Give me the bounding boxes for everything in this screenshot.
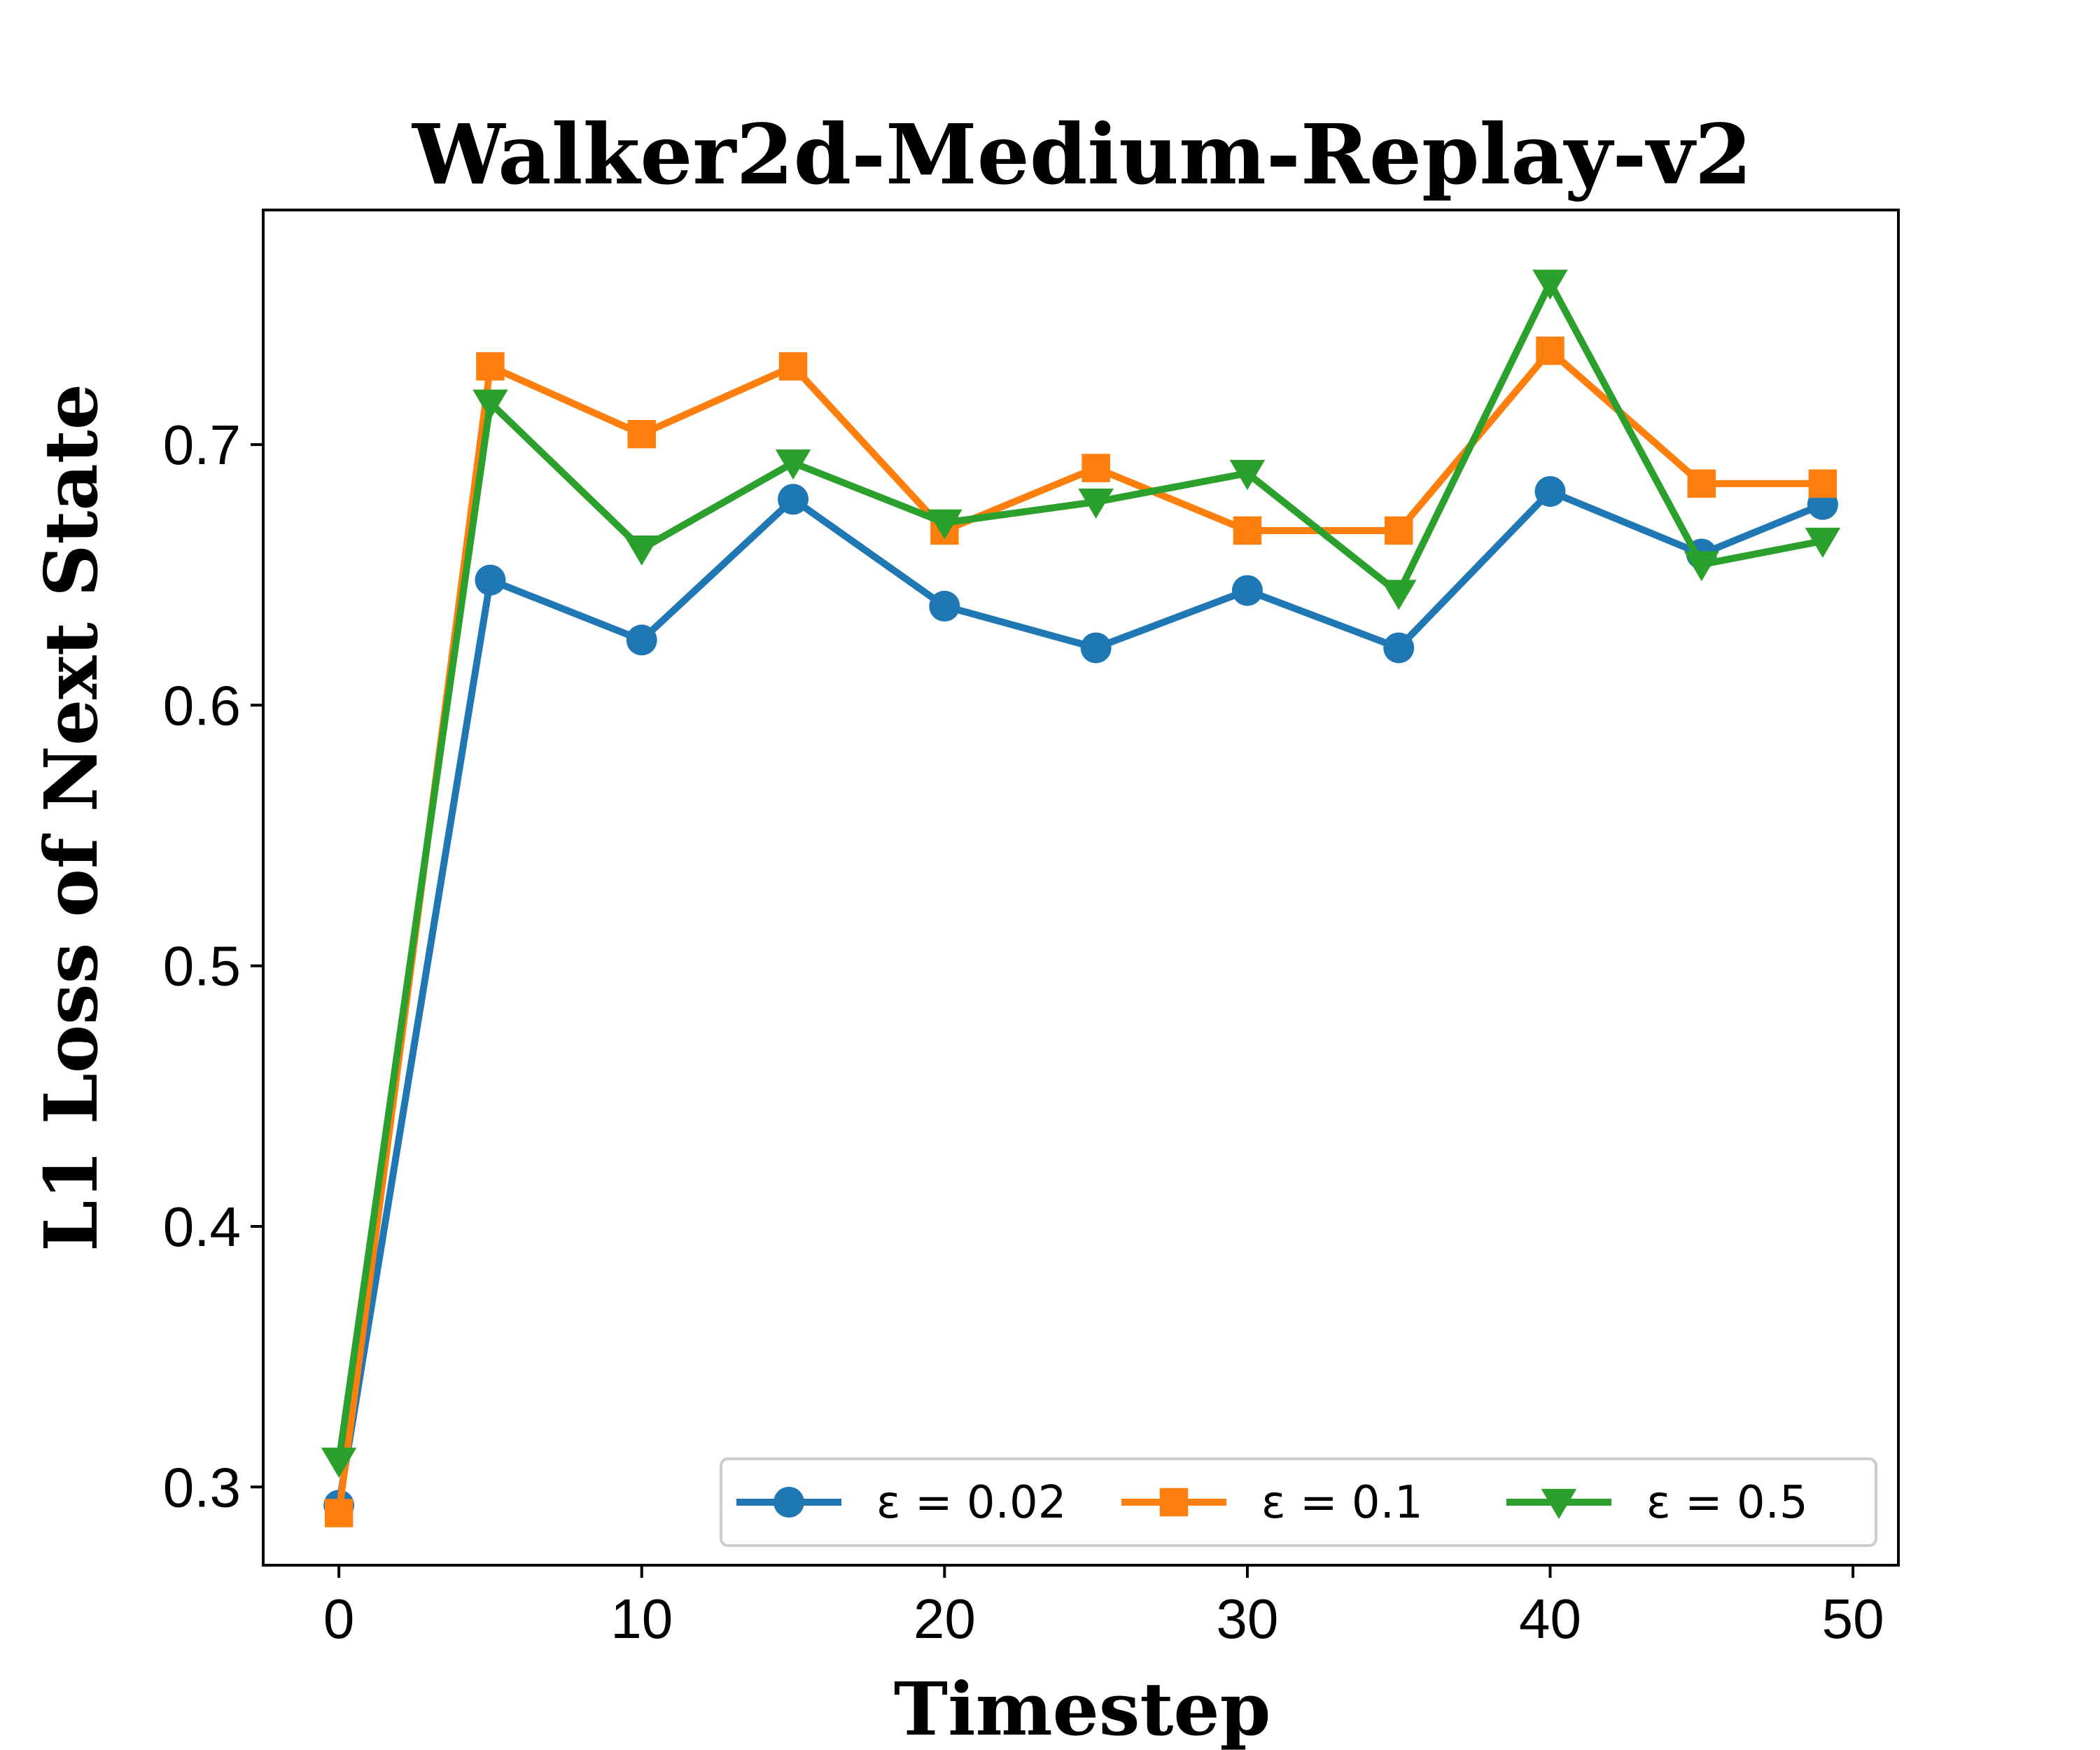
data-point-series-1 (778, 484, 809, 515)
data-point-series-1 (626, 624, 657, 656)
plot-area: 0 10 20 30 40 50 0.3 0.4 0.5 0.6 0.7 (163, 209, 1900, 1650)
legend: ε = 0.02 ε = 0.1 ε = 0.5 (720, 1457, 1877, 1547)
y-axis-label: L1 Loss of Next State (28, 384, 114, 1252)
x-tick-label: 20 (913, 1588, 976, 1650)
data-point-series-2 (627, 419, 656, 449)
data-point-series-2 (1808, 469, 1837, 498)
data-point-series-1 (475, 564, 506, 596)
data-point-series-3 (1078, 489, 1114, 519)
data-point-series-3 (927, 509, 962, 540)
x-tick-label: 0 (323, 1588, 355, 1650)
legend-marker-3 (1541, 1489, 1577, 1520)
data-point-series-1 (929, 590, 960, 622)
legend-marker-2 (1159, 1488, 1189, 1517)
data-point-series-1 (1383, 632, 1415, 664)
data-point-series-2 (1687, 469, 1716, 498)
x-tick-label: 50 (1822, 1588, 1884, 1650)
y-tick-label: 0.3 (163, 1456, 241, 1518)
data-point-series-2 (1233, 516, 1262, 545)
data-point-series-2 (1536, 336, 1564, 365)
data-point-series-1 (1231, 575, 1263, 606)
x-tick-label: 30 (1216, 1588, 1278, 1650)
data-point-series-1 (1534, 476, 1566, 507)
data-point-series-3 (472, 389, 508, 420)
data-point-series-3 (775, 449, 811, 480)
data-point-series-3 (1805, 527, 1841, 558)
data-point-series-2 (1082, 454, 1110, 482)
data-point-series-1 (1080, 632, 1112, 664)
x-tick-label: 10 (610, 1588, 673, 1650)
y-tick-label: 0.7 (163, 414, 241, 476)
legend-marker-1 (774, 1487, 804, 1518)
data-point-series-3 (624, 536, 660, 566)
data-point-series-2 (324, 1499, 354, 1527)
data-point-series-3 (321, 1448, 357, 1478)
legend-label-3: ε = 0.5 (1646, 1477, 1808, 1529)
data-point-series-2 (778, 352, 808, 381)
y-tick-label: 0.5 (163, 935, 241, 997)
legend-label-2: ε = 0.1 (1261, 1477, 1423, 1529)
data-point-series-3 (1229, 460, 1266, 491)
y-tick-label: 0.4 (163, 1196, 241, 1258)
legend-label-1: ε = 0.02 (876, 1477, 1066, 1529)
data-point-series-2 (476, 352, 505, 381)
data-point-series-3 (1532, 270, 1568, 300)
legend-box (720, 1457, 1877, 1547)
data-point-series-3 (1684, 551, 1720, 582)
y-tick-label: 0.6 (163, 674, 241, 736)
x-tick-label: 40 (1519, 1588, 1581, 1650)
data-point-series-2 (1384, 516, 1413, 545)
series-line-3 (335, 279, 1823, 1462)
plot-frame (262, 209, 1900, 1567)
series-line-2 (335, 347, 1823, 1514)
data-point-series-3 (1380, 580, 1417, 610)
series-line-1 (335, 488, 1824, 1506)
x-axis-label: Timestep (894, 1666, 1271, 1750)
chart-title: Walker2d-Medium-Replay-v2 (411, 106, 1752, 203)
